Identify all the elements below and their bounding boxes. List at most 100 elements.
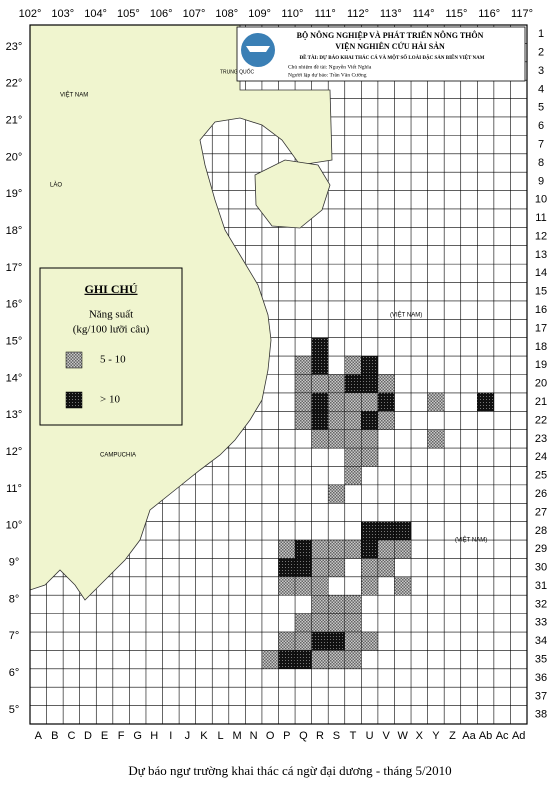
legend-swatch (65, 391, 83, 409)
forecast-cell (344, 392, 362, 412)
column-label: E (101, 730, 108, 742)
row-label: 36 (535, 672, 547, 684)
forecast-cell (377, 521, 395, 541)
forecast-cell (361, 447, 379, 467)
forecast-cell (294, 631, 312, 651)
longitude-label: 116° (478, 8, 500, 20)
row-label: 29 (535, 543, 547, 555)
column-label: X (416, 730, 424, 742)
row-label: 20 (535, 378, 547, 390)
latitude-label: 14° (6, 372, 23, 384)
column-label: T (350, 730, 357, 742)
leader: Chủ nhiệm đề tài: Nguyễn Viết Nghĩa (288, 63, 372, 70)
forecast-cell (344, 613, 362, 633)
column-label: F (118, 730, 125, 742)
forecast-cell (344, 631, 362, 651)
latitude-label: 15° (6, 336, 23, 348)
column-label: Q (299, 730, 308, 742)
forecast-cell (377, 392, 395, 412)
latitude-label: 8° (9, 593, 20, 605)
column-label: W (398, 730, 409, 742)
forecast-cell (344, 355, 362, 375)
forecast-cell (344, 539, 362, 559)
institute: VIỆN NGHIÊN CỨU HẢI SẢN (335, 41, 445, 51)
column-label: P (283, 730, 290, 742)
longitude-label: 108° (215, 8, 238, 20)
longitude-label: 114° (413, 8, 435, 20)
forecast-cell (294, 576, 312, 596)
column-label: S (333, 730, 340, 742)
column-label: H (150, 730, 158, 742)
forecast-cell (328, 613, 345, 633)
column-label: G (133, 730, 142, 742)
legend-unit: (kg/100 lưỡi câu) (73, 324, 150, 336)
forecast-cell (394, 521, 412, 541)
place-name: LÀO (50, 182, 62, 189)
longitude-label: 113° (380, 8, 402, 20)
forecast-cell (328, 429, 345, 449)
longitude-label: 105° (117, 8, 140, 20)
row-label: 10 (535, 194, 547, 206)
forecast-cell (344, 595, 362, 614)
latitude-label: 21° (6, 115, 23, 127)
header-box: BỘ NÔNG NGHIỆP VÀ PHÁT TRIỂN NÔNG THÔN V… (236, 26, 526, 82)
row-label: 13 (535, 249, 547, 261)
row-label: 1 (538, 28, 544, 40)
row-label: 8 (538, 157, 544, 169)
row-label: 37 (535, 690, 547, 702)
column-label: K (200, 730, 208, 742)
forecast-cell (261, 650, 279, 670)
forecast-cell (361, 355, 379, 375)
forecast-cell (344, 466, 362, 486)
row-label: 9 (538, 175, 544, 187)
forecast-cell (361, 411, 379, 430)
latitude-label: 16° (6, 299, 23, 311)
place-name: CAMPUCHIA (100, 453, 136, 459)
row-label: 25 (535, 470, 547, 482)
forecast-cell (328, 631, 345, 651)
forecast-cell (294, 374, 312, 394)
row-label: 24 (535, 451, 547, 463)
column-label: V (383, 730, 391, 742)
forecast-cell (361, 429, 379, 449)
column-label: A (35, 730, 43, 742)
column-label: Z (449, 730, 456, 742)
column-label: O (266, 730, 275, 742)
row-label: 30 (535, 562, 547, 574)
latitude-label: 5° (9, 704, 20, 716)
forecast-cell (311, 392, 329, 412)
forecast-cell (377, 411, 395, 430)
latitude-label: 22° (6, 78, 23, 90)
forecast-cell (328, 539, 345, 559)
forecast-cell (311, 613, 329, 633)
column-label: R (316, 730, 324, 742)
forecast-cell (328, 650, 345, 670)
row-label: 33 (535, 617, 547, 629)
forecast-cell (294, 392, 312, 412)
forecast-cell (294, 411, 312, 430)
row-label: 7 (538, 138, 544, 150)
forecast-cell (294, 355, 312, 375)
forecast-cells (261, 337, 495, 670)
forecast-cell (278, 539, 296, 559)
column-label: U (366, 730, 374, 742)
forecast-cell (328, 411, 345, 430)
latitude-label: 17° (6, 262, 23, 274)
row-label: 4 (538, 83, 544, 95)
latitude-label: 19° (6, 188, 23, 200)
forecast-cell (394, 539, 412, 559)
row-label: 32 (535, 598, 547, 610)
forecast-cell (311, 558, 329, 578)
row-label: 18 (535, 341, 547, 353)
legend-subtitle: Năng suất (89, 309, 133, 321)
forecast-cell (427, 392, 445, 412)
forecast-cell (311, 429, 329, 449)
legend-title: GHI CHÚ (84, 282, 137, 296)
longitude-label: 117° (511, 8, 533, 20)
row-label: 26 (535, 488, 547, 500)
row-label: 21 (535, 396, 547, 408)
column-label: Y (432, 730, 440, 742)
longitude-label: 107° (183, 8, 206, 20)
column-label: M (232, 730, 241, 742)
